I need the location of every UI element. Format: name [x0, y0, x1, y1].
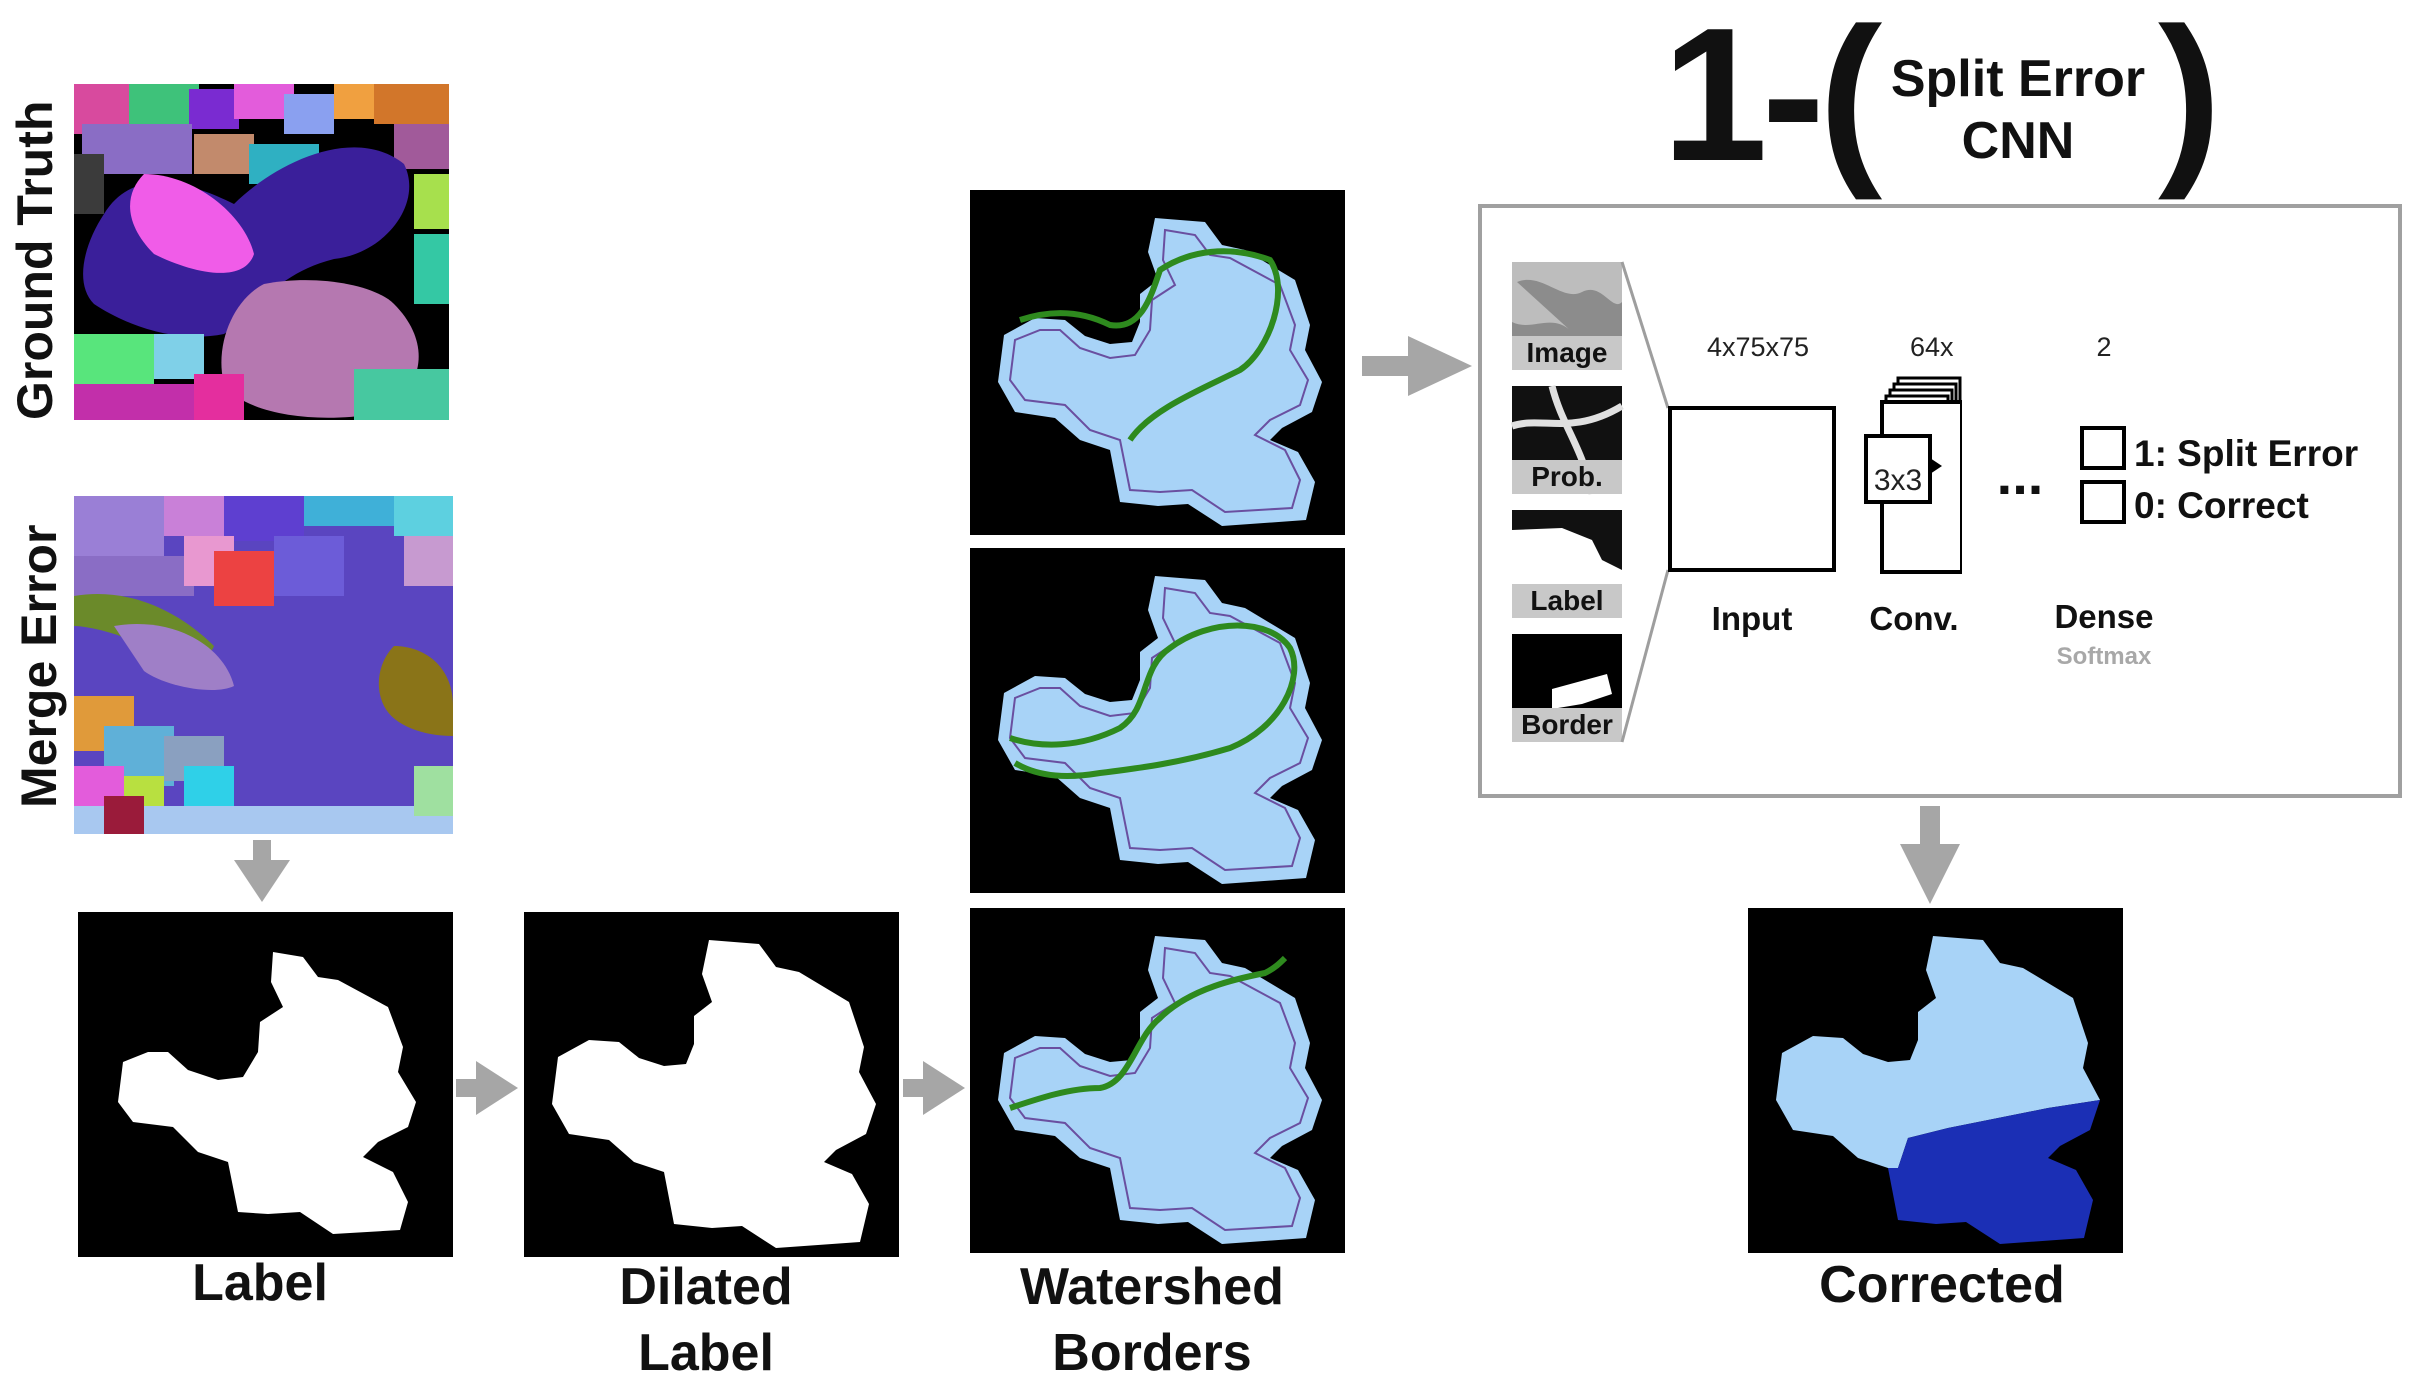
formula-line1: Split Error	[1891, 50, 2145, 108]
thumb-label: Label	[1512, 510, 1622, 618]
caption-corrected: Corrected	[1819, 1256, 2065, 1314]
kernel-box	[1864, 434, 1932, 504]
watershed-panel-1	[970, 190, 1345, 535]
corrected-panel	[1748, 908, 2123, 1253]
thumb-border-label: Border	[1521, 709, 1613, 740]
arrow-down-cnn	[1900, 806, 1960, 904]
arrow-right-3	[1362, 336, 1472, 396]
watershed-panel-2	[970, 548, 1345, 893]
thumb-prob-label: Prob.	[1531, 461, 1603, 492]
output-correct: 0: Correct	[2134, 485, 2309, 526]
dense-dims: 2	[2096, 332, 2111, 362]
cnn-architecture-box: Image Prob. Label Border 4x75x75 Input	[1478, 204, 2402, 798]
caption-label: Label	[192, 1254, 328, 1312]
layer-dense-label: Dense	[2054, 598, 2153, 635]
input-dims: 4x75x75	[1707, 332, 1809, 362]
thumb-image: Image	[1512, 262, 1622, 370]
arrow-down-merge	[234, 840, 290, 902]
ground-truth-segmentation	[74, 84, 449, 420]
caption-watershed-line2: Borders	[1052, 1324, 1251, 1382]
dilated-label-panel	[524, 912, 899, 1257]
row-label-merge-error: Merge Error	[11, 525, 67, 808]
ellipsis: ...	[1997, 443, 2044, 506]
thumb-label-label: Label	[1530, 585, 1603, 616]
caption-dilated-line1: Dilated	[619, 1258, 792, 1316]
input-block	[1668, 406, 1836, 572]
formula-line2: CNN	[1962, 112, 2075, 170]
merge-error-segmentation	[74, 496, 453, 834]
thumb-border: Border	[1512, 634, 1622, 742]
layer-input-label: Input	[1712, 600, 1793, 637]
watershed-panel-3	[970, 908, 1345, 1253]
row-label-ground-truth: Ground Truth	[7, 101, 63, 420]
arrow-right-2	[903, 1061, 965, 1115]
dense-unit-1	[2080, 426, 2126, 470]
thumb-prob: Prob.	[1510, 385, 1624, 495]
dense-unit-0	[2080, 480, 2126, 524]
layer-softmax-label: Softmax	[2057, 643, 2152, 670]
output-split-error: 1: Split Error	[2134, 433, 2358, 474]
label-panel	[78, 912, 453, 1257]
thumb-image-label: Image	[1527, 337, 1608, 368]
conv-dims: 64x	[1910, 332, 1954, 362]
conv-stack	[1864, 370, 1970, 580]
caption-watershed-line1: Watershed	[1020, 1258, 1284, 1316]
arrows	[234, 336, 1960, 1115]
formula-suffix: )	[2158, 0, 2221, 201]
layer-conv-label: Conv.	[1869, 600, 1958, 637]
kernel-label: 3x3	[1874, 464, 1922, 497]
formula-prefix: 1-(	[1662, 0, 1883, 201]
caption-dilated-line2: Label	[638, 1324, 774, 1382]
arrow-right-1	[456, 1061, 518, 1115]
